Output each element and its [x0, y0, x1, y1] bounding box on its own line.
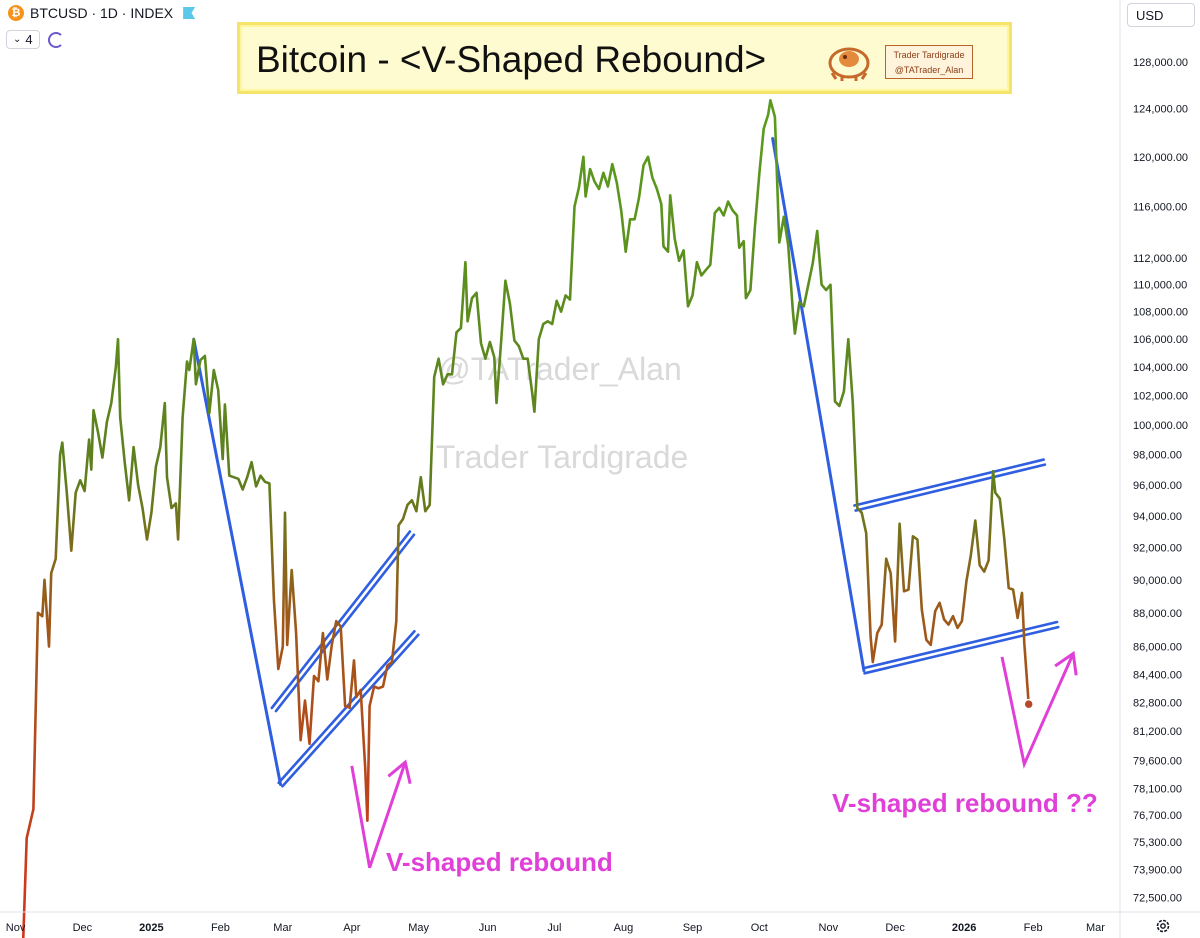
symbol-header: ₿ BTCUSD · 1D · INDEX: [8, 5, 196, 21]
x-tick-label: Dec: [73, 922, 93, 934]
y-tick-label: 72,500.00: [1133, 893, 1182, 905]
channel-trendline: [854, 463, 1047, 512]
y-tick-label: 90,000.00: [1133, 575, 1182, 587]
chevron-down-icon: ⌄: [13, 34, 22, 45]
x-tick-label: Nov: [6, 922, 26, 934]
y-tick-label: 98,000.00: [1133, 450, 1182, 462]
bitcoin-icon: ₿: [8, 5, 24, 21]
badge-name: Trader Tardigrade: [893, 50, 965, 60]
y-tick-label: 110,000.00: [1133, 280, 1187, 292]
y-tick-label: 81,200.00: [1133, 726, 1182, 738]
y-tick-label: 84,400.00: [1133, 669, 1182, 681]
last-price-dot: [1023, 698, 1034, 710]
sync-icon[interactable]: [47, 31, 64, 48]
x-tick-label: Feb: [211, 922, 230, 934]
arrow-head: [387, 759, 412, 784]
y-tick-label: 88,000.00: [1133, 608, 1182, 620]
trendline: [192, 337, 283, 787]
y-tick-label: 100,000.00: [1133, 420, 1188, 432]
y-tick-label: 94,000.00: [1133, 511, 1182, 523]
y-tick-label: 86,000.00: [1133, 642, 1182, 654]
x-tick-label: 2026: [952, 922, 976, 934]
y-tick-label: 73,900.00: [1133, 865, 1182, 877]
y-tick-label: 106,000.00: [1133, 334, 1188, 346]
x-tick-label: Mar: [273, 922, 292, 934]
price-series-line: [21, 99, 1030, 938]
x-tick-label: Sep: [683, 922, 703, 934]
channel-trendline: [863, 625, 1060, 675]
channel-trendline: [862, 620, 1059, 670]
y-tick-label: 128,000.00: [1133, 57, 1188, 69]
indicator-count: 4: [25, 32, 33, 47]
v-rebound-arrow: [1000, 652, 1075, 769]
y-tick-label: 92,000.00: [1133, 542, 1182, 554]
x-tick-label: 2025: [139, 922, 163, 934]
y-tick-label: 79,600.00: [1133, 755, 1182, 767]
y-tick-label: 104,000.00: [1133, 362, 1188, 374]
x-tick-label: Oct: [751, 922, 768, 934]
y-tick-label: 108,000.00: [1133, 307, 1188, 319]
title-banner: Bitcoin - <V-Shaped Rebound> Trader Tard…: [237, 22, 1012, 94]
x-tick-label: Jun: [479, 922, 497, 934]
x-tick-label: Jul: [547, 922, 561, 934]
y-tick-label: 82,800.00: [1133, 697, 1182, 709]
indicator-count-button[interactable]: ⌄ 4: [6, 30, 40, 49]
x-tick-label: May: [408, 922, 429, 934]
page-title: Bitcoin - <V-Shaped Rebound>: [256, 39, 767, 80]
y-tick-label: 96,000.00: [1133, 480, 1182, 492]
arrow-head: [1054, 650, 1078, 676]
channel-trendline: [853, 458, 1045, 507]
x-tick-label: Mar: [1086, 922, 1105, 934]
x-tick-label: Feb: [1024, 922, 1043, 934]
gear-icon[interactable]: [1155, 918, 1171, 934]
channel-trendline: [281, 633, 420, 788]
y-tick-label: 102,000.00: [1133, 391, 1188, 403]
tardigrade-logo-icon: [828, 47, 870, 81]
v-rebound-arrow: [350, 761, 407, 869]
badge-handle: @TATrader_Alan: [894, 65, 964, 75]
annotation-right: V-shaped rebound ??: [832, 788, 1098, 818]
flag-icon[interactable]: [183, 7, 196, 19]
trendline: [771, 136, 866, 673]
watermark-text: Trader Tardigrade: [436, 439, 689, 475]
y-tick-label: 112,000.00: [1133, 253, 1187, 265]
x-tick-label: Aug: [614, 922, 634, 934]
watermark-text: @TATrader_Alan: [438, 351, 682, 387]
y-tick-label: 124,000.00: [1133, 104, 1188, 116]
y-tick-label: 75,300.00: [1133, 837, 1182, 849]
y-tick-label: 78,100.00: [1133, 783, 1182, 795]
x-tick-label: Dec: [885, 922, 905, 934]
symbol-label[interactable]: BTCUSD · 1D · INDEX: [30, 5, 174, 21]
channel-trendline: [270, 530, 412, 710]
annotation-left: V-shaped rebound: [386, 847, 613, 877]
indicator-controls: ⌄ 4: [6, 30, 64, 49]
y-tick-label: 76,700.00: [1133, 810, 1182, 822]
author-badge: Trader Tardigrade @TATrader_Alan: [885, 45, 973, 79]
currency-select[interactable]: USD: [1127, 3, 1195, 27]
x-tick-label: Apr: [343, 922, 360, 934]
y-tick-label: 120,000.00: [1133, 152, 1188, 164]
y-tick-label: 116,000.00: [1133, 202, 1187, 214]
x-tick-label: Nov: [819, 922, 839, 934]
